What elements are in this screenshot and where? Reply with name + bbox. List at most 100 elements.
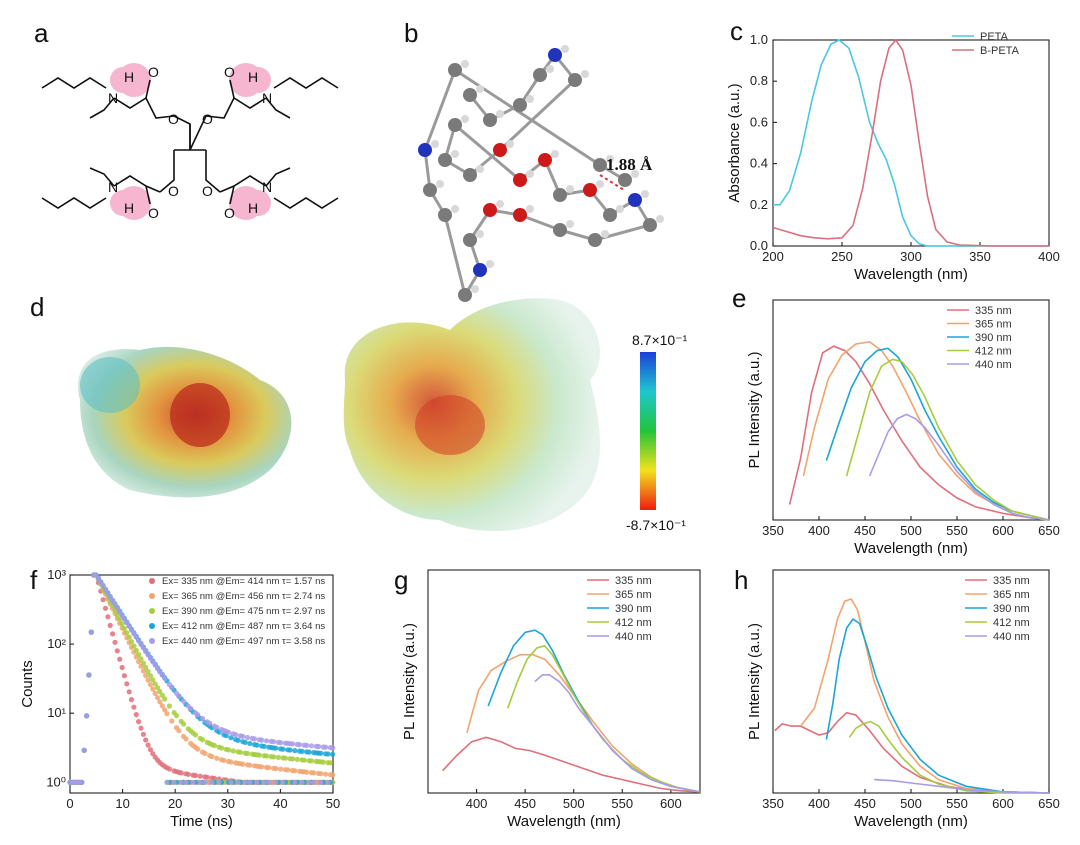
data-point (301, 757, 307, 763)
x-tick-label: 10 (115, 796, 129, 811)
data-point (244, 734, 251, 741)
x-tick-label: 450 (514, 796, 536, 811)
hydrogen-atom (496, 110, 504, 118)
data-point (147, 747, 154, 753)
data-point (266, 765, 272, 771)
data-point (136, 652, 142, 658)
data-point (202, 779, 208, 785)
data-point (140, 731, 146, 737)
atom (473, 263, 487, 277)
atom (513, 173, 527, 187)
data-point (275, 754, 281, 761)
atom (628, 193, 642, 207)
legend-label: PETA (980, 31, 1009, 43)
series-line-440-nm (534, 673, 701, 793)
atom (493, 143, 507, 157)
panel-letter-e: e (732, 283, 747, 313)
data-point (114, 605, 120, 611)
bond (454, 123, 521, 182)
x-tick-label: 350 (762, 523, 784, 538)
data-point (157, 699, 163, 705)
data-point (188, 706, 194, 712)
y-axis-label: Absorbance (a.u.) (726, 83, 743, 202)
data-point (209, 779, 215, 785)
data-point (197, 773, 203, 779)
x-axis-label: Wavelength (nm) (507, 813, 621, 830)
hydrogen-atom (606, 155, 614, 163)
data-point (221, 757, 227, 763)
data-point (102, 586, 109, 592)
svg-text:O: O (148, 205, 159, 221)
atom (483, 203, 497, 217)
data-point (157, 689, 163, 695)
data-point (254, 779, 260, 785)
data-point (173, 713, 180, 719)
legend-label: 335 nm (993, 575, 1030, 587)
svg-text:O: O (224, 64, 235, 80)
data-point (263, 753, 270, 759)
data-point (195, 712, 201, 718)
data-point (244, 750, 251, 757)
x-tick-label: 550 (611, 796, 633, 811)
legend-label: 412 nm (993, 617, 1030, 629)
data-point (126, 689, 132, 695)
series-line-440-nm (874, 778, 1050, 794)
y-tick-label: 0.0 (750, 238, 768, 253)
data-point (214, 724, 220, 730)
x-tick-label: 500 (563, 796, 585, 811)
data-point (150, 686, 156, 692)
data-point (166, 703, 172, 709)
legend-marker (149, 608, 155, 614)
svg-text:O: O (202, 111, 213, 127)
hydrogen-atom (656, 215, 664, 223)
hydrogen-atom (566, 220, 574, 228)
legend-label: 412 nm (975, 346, 1012, 358)
data-point (292, 779, 298, 785)
atom (548, 48, 562, 62)
legend-label: 440 nm (975, 359, 1012, 371)
series-line-365-nm (466, 653, 701, 793)
atom (603, 208, 617, 222)
data-point (233, 732, 239, 738)
data-point (114, 648, 120, 654)
data-point (166, 766, 172, 772)
data-point (178, 770, 184, 776)
data-point (292, 768, 298, 774)
x-tick-label: 600 (992, 523, 1014, 538)
data-point (271, 754, 277, 760)
plot-frame (427, 569, 701, 794)
x-axis-label: Wavelength (nm) (854, 813, 968, 830)
hydrogen-atom (526, 95, 534, 103)
data-point (133, 712, 139, 718)
atom (438, 153, 452, 167)
data-point (209, 754, 215, 760)
y-axis-label: PL Intensity (a.u.) (746, 351, 763, 468)
x-tick-label: 50 (326, 796, 340, 811)
legend-label: Ex= 335 nm @Em= 414 nm τ= 1.57 ns (162, 576, 325, 587)
panel-letter-h: h (734, 565, 749, 595)
data-point (197, 779, 203, 785)
atom (553, 223, 567, 237)
data-point (128, 697, 135, 703)
data-point (124, 681, 130, 687)
data-point (247, 740, 253, 747)
svg-text:H: H (124, 200, 134, 216)
x-tick-label: 650 (1038, 523, 1060, 538)
bond (519, 213, 561, 232)
data-point (81, 747, 87, 753)
legend-label: Ex= 412 nm @Em= 487 nm τ= 3.64 ns (162, 621, 325, 632)
data-point (278, 740, 284, 746)
data-point (273, 779, 279, 785)
data-point (133, 647, 139, 653)
hydrogen-atom (451, 150, 459, 158)
hydrogen-atom (526, 170, 534, 178)
legend-label: 440 nm (615, 631, 652, 643)
data-point (289, 756, 296, 762)
data-point (145, 742, 151, 748)
data-point (311, 779, 317, 785)
